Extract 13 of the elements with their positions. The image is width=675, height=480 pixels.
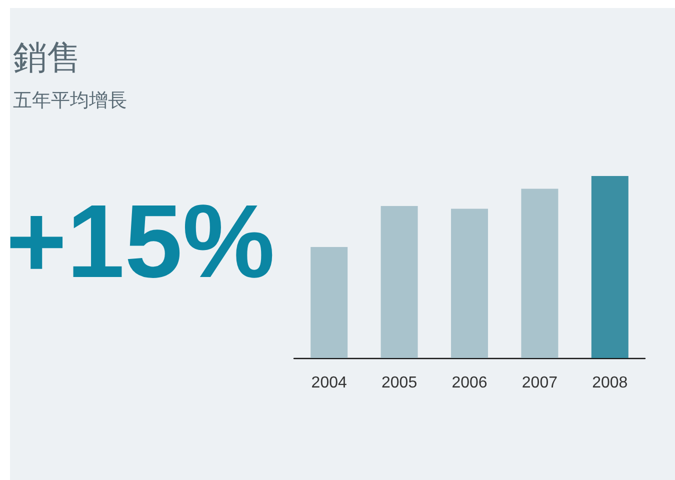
bar bbox=[451, 208, 488, 358]
chart-title: 銷售 bbox=[13, 38, 81, 78]
bar bbox=[380, 206, 418, 358]
x-tick-label: 2004 bbox=[311, 374, 347, 392]
bar bbox=[310, 246, 348, 358]
bar bbox=[591, 176, 628, 358]
text: +15% bbox=[6, 184, 275, 300]
x-tick-label: 2008 bbox=[592, 374, 628, 392]
x-tick-label: 2005 bbox=[382, 374, 418, 392]
x-tick-label: 2007 bbox=[522, 374, 558, 392]
x-tick-label: 2006 bbox=[452, 374, 488, 392]
bar bbox=[521, 188, 558, 358]
text: 五年平均增長 bbox=[13, 90, 127, 112]
